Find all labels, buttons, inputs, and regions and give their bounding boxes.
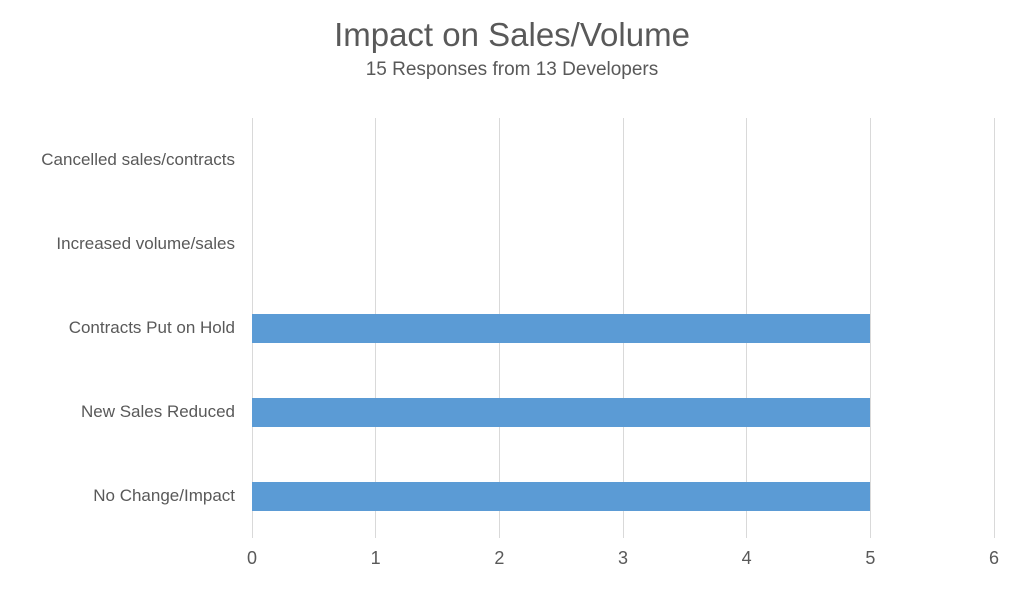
y-axis-category-label: Contracts Put on Hold	[68, 318, 235, 337]
y-axis-category-label: New Sales Reduced	[80, 402, 235, 421]
y-axis-category-labels: Cancelled sales/contracts Increased volum…	[0, 118, 252, 538]
bar-row	[252, 370, 994, 454]
x-axis-tick-label: 6	[988, 548, 1000, 568]
bar-row	[252, 454, 994, 538]
bar-row	[252, 202, 994, 286]
x-axis-tick-label: 3	[617, 548, 629, 568]
x-axis-tick-label: 1	[370, 548, 381, 568]
bar	[252, 313, 871, 343]
y-axis-category-label: Increased volume/sales	[56, 234, 235, 253]
gridline	[869, 118, 871, 538]
x-axis-tick-label: 4	[741, 548, 752, 568]
bar-row	[252, 286, 994, 370]
plot-area	[251, 118, 995, 538]
x-axis-tick-label: 2	[494, 548, 505, 568]
y-axis-category-label: No Change/Impact	[93, 486, 235, 505]
bar	[252, 397, 871, 427]
x-axis-tick-labels: 0 1 2 3 4 5 6	[247, 548, 999, 574]
chart-title: Impact on Sales/Volume	[334, 16, 690, 53]
bar	[252, 481, 871, 511]
bars	[252, 118, 994, 538]
x-axis-tick-label: 5	[865, 548, 876, 568]
chart-subtitle: 15 Responses from 13 Developers	[365, 59, 659, 80]
y-axis-category-label: Cancelled sales/contracts	[41, 150, 235, 169]
x-axis-tick-label: 0	[246, 548, 258, 568]
gridline	[993, 118, 995, 538]
bar-row	[252, 118, 994, 202]
